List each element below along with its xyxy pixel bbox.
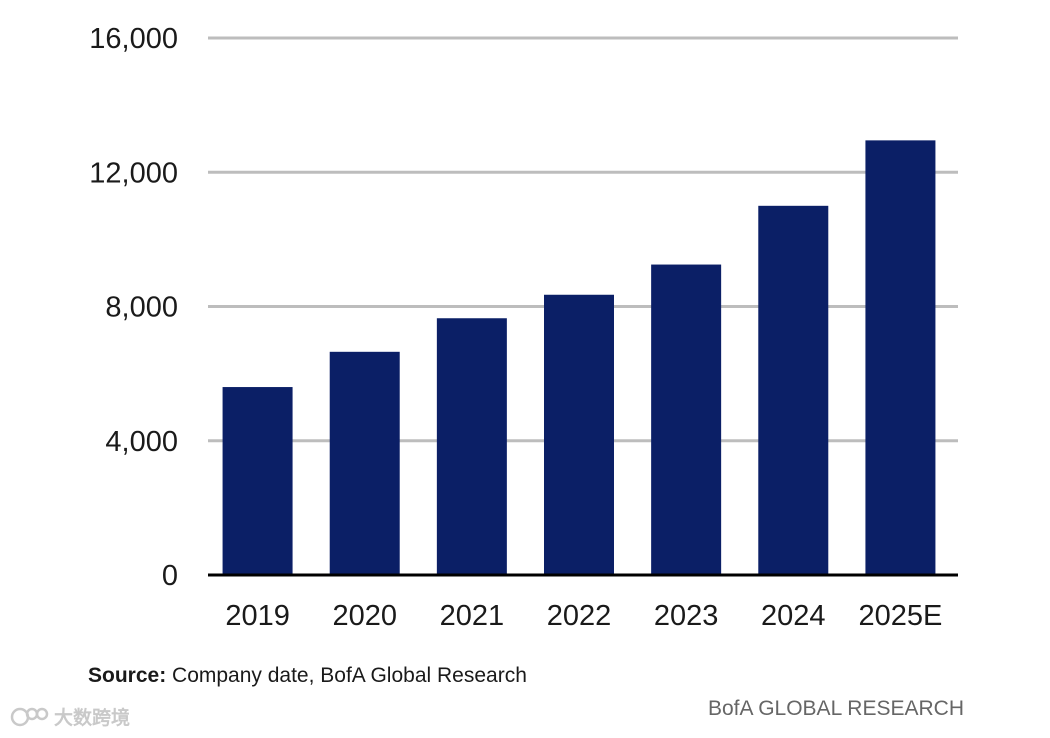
bar-chart: 0 4,000 8,000 12,000 16,000 2019 2020 2021 2022… — [89, 23, 958, 632]
bar — [436, 318, 507, 575]
source-text: Company date, BofA Global Research — [166, 664, 527, 687]
watermark-text: 大数跨境 — [54, 708, 131, 729]
y-tick-label: 12,000 — [89, 157, 178, 189]
bars — [222, 140, 936, 575]
y-tick-label: 4,000 — [105, 426, 178, 458]
x-tick-labels: 2019 2020 2021 2022 2023 2024 2025E — [225, 600, 942, 632]
bar — [222, 387, 293, 575]
x-tick-label: 2019 — [225, 600, 290, 632]
brand-label: BofA GLOBAL RESEARCH — [708, 697, 964, 720]
x-tick-label: 2023 — [654, 600, 719, 632]
x-tick-label: 2022 — [547, 600, 612, 632]
watermark-logo-icon — [10, 707, 49, 726]
x-tick-label: 2025E — [858, 600, 942, 632]
bar — [865, 140, 936, 575]
watermark: 大数跨境 — [10, 703, 130, 730]
x-tick-label: 2020 — [332, 600, 397, 632]
bar — [651, 264, 722, 575]
x-tick-label: 2021 — [440, 600, 505, 632]
y-tick-label: 16,000 — [89, 23, 178, 55]
y-tick-label: 0 — [162, 560, 178, 592]
source-label: Source: — [88, 664, 167, 687]
y-tick-labels: 0 4,000 8,000 12,000 16,000 — [89, 23, 178, 592]
bar — [329, 351, 400, 575]
x-tick-label: 2024 — [761, 600, 826, 632]
source-note: Source: Company date, BofA Global Resear… — [88, 664, 527, 688]
y-tick-label: 8,000 — [105, 292, 178, 324]
bar — [758, 205, 829, 575]
bar — [544, 294, 614, 575]
